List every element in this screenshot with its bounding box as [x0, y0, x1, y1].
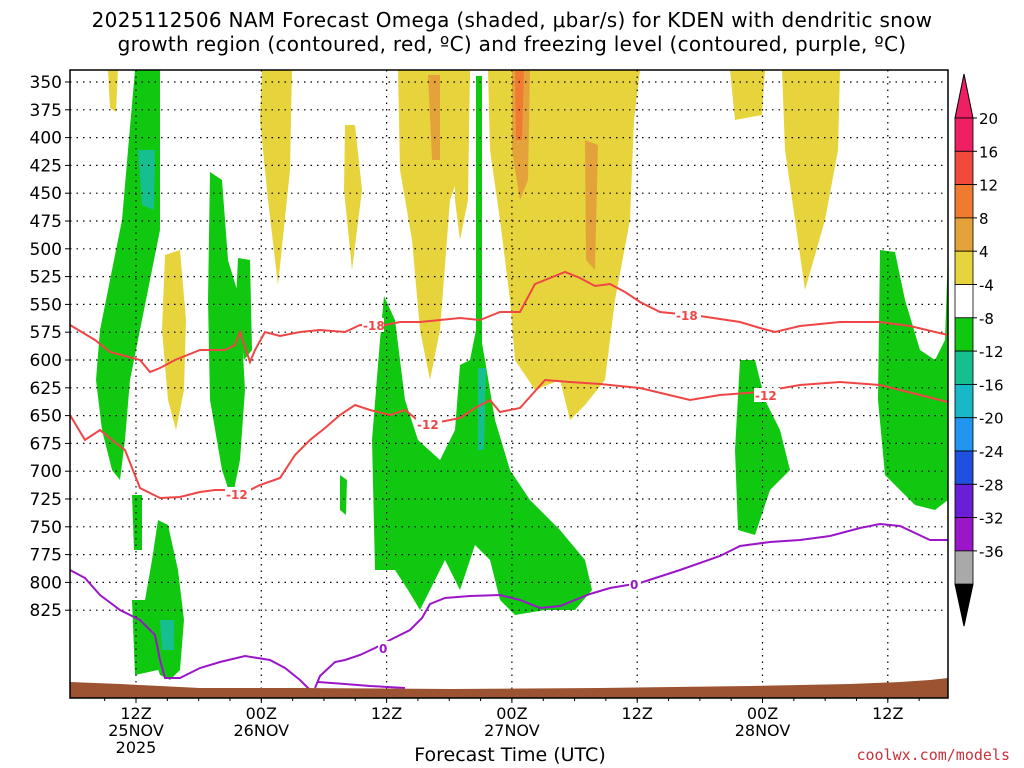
y-tick-label: 375 [30, 101, 62, 121]
colorbar-label: -4 [979, 277, 994, 295]
colorbar: 20 16 12 8 4 -4 -8 -12 -16 -20 -24 -28 -32 -36 [954, 73, 1004, 627]
y-tick-label: 450 [30, 184, 62, 204]
colorbar-swatch [954, 184, 974, 219]
contour-labels: -18 -18 -12 -12 -12 0 0 [225, 308, 780, 656]
x-tick-sublabel: 25NOV [108, 721, 164, 740]
x-tick-label: 12Z [622, 704, 653, 723]
x-tick-sublabel: 28NOV [735, 721, 791, 740]
colorbar-label: -8 [979, 310, 994, 328]
y-tick-label: 825 [30, 601, 62, 621]
terrain [70, 678, 948, 698]
colorbar-bottom-arrow [954, 583, 974, 627]
colorbar-swatch [954, 284, 974, 319]
colorbar-label: 20 [979, 110, 998, 128]
negative-omega-shading [96, 70, 948, 680]
colorbar-label: -16 [979, 376, 1004, 394]
y-tick-label: 625 [30, 379, 62, 399]
y-tick-label: 575 [30, 323, 62, 343]
colorbar-swatch [954, 417, 974, 452]
y-tick-label: 700 [30, 462, 62, 482]
colorbar-label: -36 [979, 543, 1004, 561]
x-tick-sublabel: 2025 [116, 738, 157, 757]
contour-label-zero-a: 0 [379, 642, 387, 656]
y-tick-label: 775 [30, 546, 62, 566]
contour-label-minus12-c: -12 [755, 389, 777, 403]
colorbar-label: -32 [979, 510, 1004, 528]
contour-label-zero-b: 0 [630, 578, 638, 592]
x-tick-label: 00Z [496, 704, 527, 723]
y-tick-label: 475 [30, 212, 62, 232]
colorbar-label: 12 [979, 177, 998, 195]
x-tick-sublabel: 26NOV [234, 721, 290, 740]
x-axis-title: Forecast Time (UTC) [414, 744, 606, 766]
x-tick-label: 00Z [747, 704, 778, 723]
colorbar-label: 4 [979, 243, 989, 261]
y-tick-label: 650 [30, 407, 62, 427]
grid-lines [70, 70, 948, 698]
y-tick-label: 400 [30, 129, 62, 149]
colorbar-label: 16 [979, 143, 998, 161]
y-tick-label: 525 [30, 268, 62, 288]
y-tick-label: 800 [30, 573, 62, 593]
colorbar-swatch [954, 317, 974, 352]
contour-label-minus18-b: -18 [676, 309, 698, 323]
contour-label-minus12-a: -12 [226, 488, 248, 502]
temperature-contours [70, 270, 948, 500]
colorbar-swatch [954, 150, 974, 186]
y-tick-label: 500 [30, 240, 62, 260]
contour-label-minus18-a: -18 [363, 319, 385, 333]
colorbar-label: 8 [979, 210, 989, 228]
colorbar-swatch [954, 550, 974, 585]
colorbar-swatch [954, 250, 974, 285]
colorbar-swatch [954, 350, 974, 385]
colorbar-top-arrow [954, 73, 974, 119]
plot-area: -18 -18 -12 -12 -12 0 0 [70, 70, 948, 698]
y-tick-label: 600 [30, 351, 62, 371]
chart-title-line1: 2025112506 NAM Forecast Omega (shaded, μ… [91, 8, 933, 32]
colorbar-swatch [954, 517, 974, 552]
chart-title-line2: growth region (contoured, red, ºC) and f… [117, 32, 907, 56]
credit-text: coolwx.com/models [856, 746, 1010, 764]
x-tick-label: 12Z [371, 704, 402, 723]
x-tick-label: 00Z [246, 704, 277, 723]
contour-label-minus12-b: -12 [417, 418, 439, 432]
colorbar-swatch [954, 117, 974, 152]
y-tick-label: 425 [30, 156, 62, 176]
colorbar-label: -12 [979, 343, 1004, 361]
y-tick-label: 750 [30, 518, 62, 538]
y-axis: 350 375 400 425 450 475 500 525 550 575 600 625 650 6… [30, 73, 70, 621]
colorbar-label: -20 [979, 410, 1004, 428]
x-tick-sublabel: 27NOV [484, 721, 540, 740]
y-tick-label: 675 [30, 434, 62, 454]
x-tick-label: 12Z [120, 704, 151, 723]
colorbar-label: -28 [979, 476, 1004, 494]
x-tick-label: 12Z [872, 704, 903, 723]
colorbar-swatch [954, 383, 974, 419]
plot-frame [69, 69, 949, 699]
colorbar-swatch [954, 450, 974, 485]
colorbar-swatch [954, 217, 974, 252]
colorbar-label: -24 [979, 443, 1004, 461]
y-tick-label: 350 [30, 73, 62, 93]
colorbar-swatch [954, 483, 974, 518]
y-tick-label: 550 [30, 295, 62, 315]
freezing-level-contour [70, 522, 948, 691]
y-tick-label: 725 [30, 490, 62, 510]
